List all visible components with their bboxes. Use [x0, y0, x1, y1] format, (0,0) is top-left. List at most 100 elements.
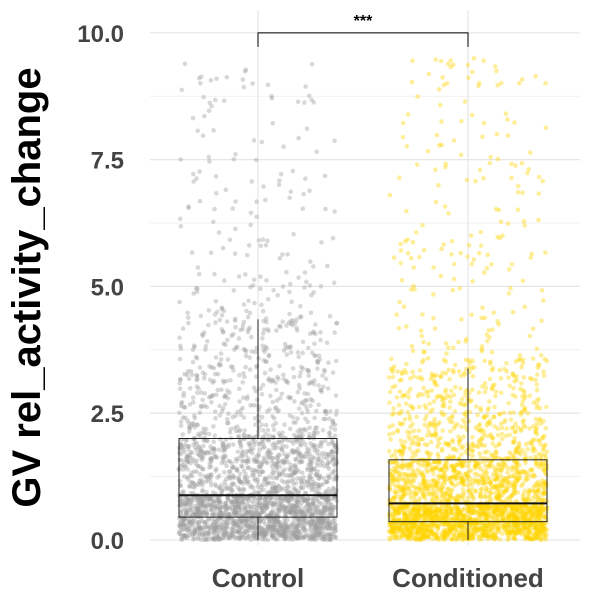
data-point	[288, 502, 293, 507]
data-point	[246, 504, 252, 509]
data-point	[534, 425, 539, 431]
data-point	[395, 464, 400, 470]
data-point	[269, 471, 275, 476]
data-point	[525, 446, 531, 452]
data-point	[494, 449, 499, 455]
data-point	[211, 512, 217, 517]
data-point	[211, 525, 216, 530]
data-point	[286, 394, 291, 400]
data-point	[246, 449, 252, 454]
data-point	[275, 522, 281, 528]
data-point	[288, 507, 293, 512]
data-point	[270, 510, 275, 516]
data-point	[269, 463, 275, 469]
data-point	[328, 409, 333, 414]
data-point	[194, 447, 200, 453]
data-point	[440, 428, 446, 434]
data-point	[306, 462, 312, 468]
data-point	[484, 532, 489, 537]
data-point	[305, 500, 311, 506]
data-point	[315, 526, 321, 532]
data-point	[409, 79, 415, 85]
data-point	[261, 530, 267, 536]
data-point	[184, 535, 190, 540]
data-point	[308, 462, 313, 468]
data-point	[311, 264, 316, 269]
data-point	[280, 523, 285, 528]
data-point	[281, 461, 287, 466]
data-point	[196, 510, 202, 516]
data-point	[308, 512, 314, 517]
data-point	[203, 426, 209, 432]
data-point	[201, 94, 206, 100]
data-point	[230, 527, 235, 533]
data-point	[231, 518, 236, 523]
data-point	[216, 362, 222, 368]
data-point	[247, 442, 253, 447]
data-point	[207, 465, 212, 470]
data-point	[189, 473, 195, 479]
data-point	[264, 501, 270, 507]
data-point	[451, 426, 457, 431]
data-point	[219, 460, 224, 466]
data-point	[263, 197, 268, 203]
data-point	[275, 460, 281, 465]
data-point	[281, 498, 286, 504]
data-point	[298, 507, 304, 513]
data-point	[245, 314, 251, 320]
data-point	[185, 315, 191, 320]
data-point	[235, 449, 241, 455]
data-point	[459, 397, 465, 402]
data-point	[254, 454, 259, 459]
data-point	[248, 210, 254, 216]
data-point	[511, 454, 517, 460]
data-point	[198, 464, 204, 470]
data-point	[258, 274, 263, 280]
data-point	[207, 377, 213, 383]
data-point	[502, 366, 507, 372]
data-point	[233, 528, 238, 534]
data-point	[253, 514, 258, 519]
data-point	[204, 404, 209, 410]
data-point	[308, 470, 314, 476]
data-point	[217, 361, 222, 367]
data-point	[544, 449, 550, 455]
data-point	[292, 505, 298, 511]
data-point	[293, 534, 299, 540]
data-point	[195, 390, 200, 396]
data-point	[188, 369, 194, 374]
data-point	[474, 404, 479, 409]
data-point	[321, 416, 326, 422]
data-point	[392, 489, 398, 495]
data-point	[268, 379, 274, 384]
data-point	[221, 329, 226, 335]
data-point	[296, 498, 301, 504]
data-point	[278, 506, 284, 511]
data-point	[178, 509, 184, 515]
data-point	[449, 536, 454, 542]
data-point	[511, 440, 517, 445]
data-point	[191, 179, 196, 184]
data-point	[196, 271, 202, 277]
data-point	[215, 497, 220, 503]
data-point	[238, 438, 243, 443]
data-point	[235, 485, 241, 490]
data-point	[195, 514, 200, 519]
data-point	[279, 485, 284, 491]
data-point	[332, 463, 338, 468]
data-point	[424, 433, 430, 438]
data-point	[236, 505, 242, 510]
data-point	[209, 104, 214, 109]
data-point	[308, 467, 314, 473]
data-point	[506, 400, 512, 406]
data-point	[444, 81, 450, 86]
data-point	[308, 403, 313, 408]
data-point	[293, 504, 299, 510]
data-point	[468, 233, 474, 238]
data-point	[277, 496, 283, 502]
data-point	[260, 469, 266, 475]
data-point	[512, 379, 517, 384]
data-point	[280, 252, 285, 257]
data-point	[333, 535, 339, 541]
data-point	[231, 502, 237, 508]
